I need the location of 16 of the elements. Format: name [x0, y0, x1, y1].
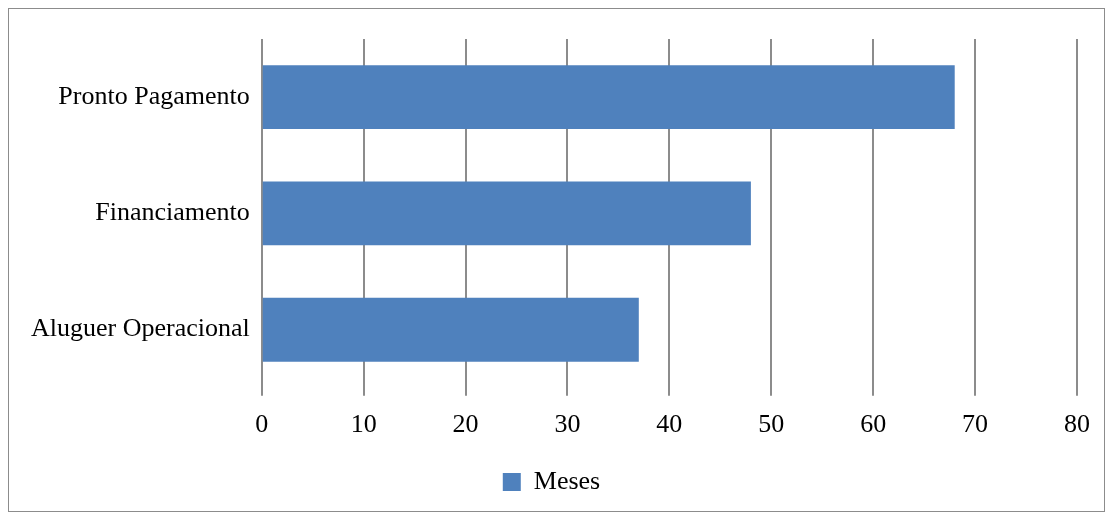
- bar: [262, 297, 639, 362]
- legend-label: Meses: [533, 465, 601, 495]
- x-tick-label: 10: [350, 409, 377, 439]
- y-tick-label: Financiamento: [95, 197, 250, 227]
- y-tick-label: Pronto Pagamento: [58, 80, 250, 110]
- x-tick-label: 50: [758, 409, 785, 439]
- bar: [262, 65, 955, 130]
- x-tick-label: 20: [452, 409, 479, 439]
- x-tick-label: 40: [656, 409, 683, 439]
- x-tick-label: 80: [1064, 409, 1090, 439]
- x-tick-label: 70: [962, 409, 989, 439]
- bar: [262, 181, 751, 246]
- x-tick-label: 60: [860, 409, 887, 439]
- y-tick-label: Aluguer Operacional: [30, 313, 250, 343]
- x-tick-label: 0: [255, 409, 269, 439]
- x-tick-label: 30: [554, 409, 581, 439]
